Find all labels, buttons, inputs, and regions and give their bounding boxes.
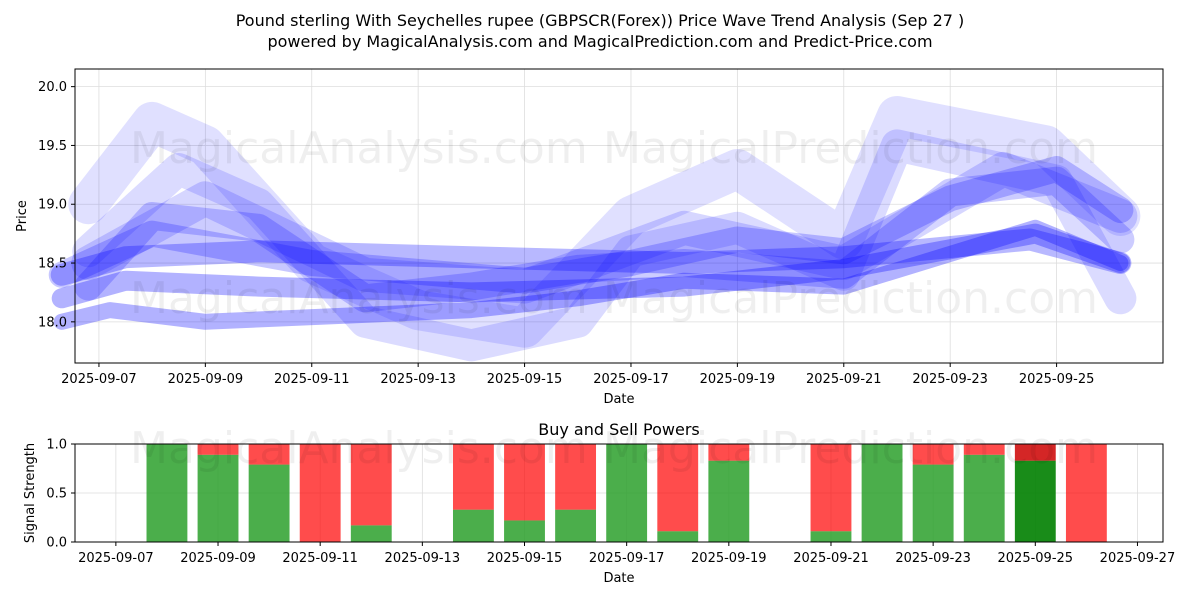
sell-bar-16 [1014, 444, 1056, 461]
chart-title-line1: Pound sterling With Seychelles rupee (GB… [236, 11, 965, 30]
sell-bar-15 [963, 444, 1005, 455]
signal-x-tick-label-3: 2025-09-13 [385, 551, 461, 566]
sell-bar-7 [504, 444, 545, 521]
signal-x-tick-label-1: 2025-09-09 [180, 551, 256, 566]
price-y-tick-label-0: 18.0 [38, 315, 67, 330]
watermark-analysis-top: MagicalAnalysis.com [130, 123, 588, 174]
price-watermarks: MagicalAnalysis.com MagicalPrediction.co… [130, 123, 1098, 324]
price-y-tick-label-1: 18.5 [38, 257, 67, 272]
buy-bar-10 [657, 531, 699, 542]
price-y-axis: 18.0 18.5 19.0 19.5 20.0 [38, 80, 75, 330]
buy-bar-13 [861, 444, 903, 542]
signal-x-tick-label-6: 2025-09-19 [691, 551, 767, 566]
sell-bar-2 [197, 444, 239, 455]
price-x-tick-label-0: 2025-09-07 [61, 372, 137, 387]
price-grid [75, 69, 1163, 363]
signal-x-tick-label-7: 2025-09-21 [793, 551, 869, 566]
watermark-prediction-bottom: MagicalPrediction.com [603, 423, 1098, 474]
price-wave-band-1 [50, 228, 1132, 286]
signal-y-axis: 0.0 0.5 1.0 [46, 438, 75, 551]
price-panel: MagicalAnalysis.com MagicalPrediction.co… [15, 68, 1164, 407]
buy-bar-16 [1014, 460, 1056, 542]
price-x-tick-label-1: 2025-09-09 [168, 372, 244, 387]
price-x-axis: 2025-09-07 2025-09-09 2025-09-11 2025-09-13… [61, 363, 1094, 387]
price-wave-band-2 [48, 156, 1134, 294]
price-x-tick-label-2: 2025-09-11 [274, 372, 350, 387]
watermark-analysis-mid: MagicalAnalysis.com [130, 273, 588, 324]
buy-bar-9 [606, 444, 648, 542]
signal-x-tick-label-5: 2025-09-17 [589, 551, 665, 566]
signal-x-tick-label-4: 2025-09-15 [487, 551, 563, 566]
price-y-axis-label: Price [15, 200, 30, 232]
buy-bar-15 [963, 454, 1005, 542]
price-wave-band-7 [71, 152, 1138, 304]
sell-bar-4 [299, 444, 341, 542]
price-plot-frame [74, 68, 1164, 364]
price-x-tick-label-7: 2025-09-21 [806, 372, 882, 387]
price-x-tick-label-3: 2025-09-13 [380, 372, 456, 387]
signal-x-tick-label-2: 2025-09-11 [282, 551, 358, 566]
signal-x-tick-label-10: 2025-09-27 [1100, 551, 1176, 566]
buy-bar-3 [248, 464, 290, 542]
price-x-axis-label: Date [603, 392, 634, 407]
price-x-tick-label-9: 2025-09-25 [1019, 372, 1095, 387]
sell-bar-12 [810, 444, 852, 532]
sell-bar-17 [1065, 444, 1107, 542]
price-x-tick-label-6: 2025-09-19 [700, 372, 776, 387]
buy-bar-2 [197, 454, 239, 542]
signal-panel: Buy and Sell Powers MagicalAnalysis.com … [23, 420, 1175, 586]
watermark-prediction-top: MagicalPrediction.com [603, 123, 1098, 174]
signal-x-axis: 2025-09-07 2025-09-09 2025-09-11 2025-09-13… [78, 542, 1175, 566]
signal-x-tick-label-8: 2025-09-23 [895, 551, 971, 566]
sell-bar-10 [657, 444, 699, 532]
price-wave-band-6 [74, 166, 1135, 313]
price-wave-band-4 [68, 96, 1141, 348]
buy-bar-7 [504, 520, 545, 542]
signal-x-axis-label: Date [603, 571, 634, 586]
sell-bar-5 [350, 444, 392, 526]
price-y-tick-label-2: 19.0 [38, 198, 67, 213]
price-wave-band-3 [53, 219, 1129, 330]
signal-x-tick-label-9: 2025-09-25 [998, 551, 1074, 566]
buy-bar-6 [452, 509, 494, 542]
price-y-tick-label-3: 19.5 [38, 139, 67, 154]
buy-bar-8 [555, 509, 597, 542]
buy-bar-12 [810, 531, 852, 542]
buy-bar-1 [146, 444, 188, 542]
watermark-analysis-bottom: MagicalAnalysis.com [130, 423, 588, 474]
chart-title-line2: powered by MagicalAnalysis.com and Magic… [267, 32, 932, 51]
sell-bar-3 [248, 444, 290, 465]
price-wave-band-5 [72, 129, 1137, 362]
signal-x-tick-label-0: 2025-09-07 [78, 551, 154, 566]
sell-bar-8 [555, 444, 597, 510]
buy-bar-11 [708, 460, 750, 542]
signal-y-tick-label-2: 1.0 [46, 438, 67, 453]
signal-y-axis-label: Signal Strength [23, 443, 38, 543]
price-y-tick-label-4: 20.0 [38, 80, 67, 95]
buy-bar-5 [350, 525, 392, 542]
price-wave-band-8 [51, 223, 1131, 309]
sell-bar-11 [708, 444, 750, 461]
signal-bars [146, 444, 1107, 542]
signal-y-tick-label-1: 0.5 [46, 487, 67, 502]
price-x-tick-label-4: 2025-09-15 [487, 372, 563, 387]
buy-bar-14 [912, 464, 954, 542]
price-x-tick-label-5: 2025-09-17 [593, 372, 669, 387]
watermark-prediction-mid: MagicalPrediction.com [603, 273, 1098, 324]
price-x-tick-label-8: 2025-09-23 [912, 372, 988, 387]
price-wave-bands [48, 96, 1141, 362]
signal-panel-title: Buy and Sell Powers [538, 420, 700, 439]
sell-bar-6 [452, 444, 494, 510]
signal-y-tick-label-0: 0.0 [46, 536, 67, 551]
sell-bar-14 [912, 444, 954, 465]
